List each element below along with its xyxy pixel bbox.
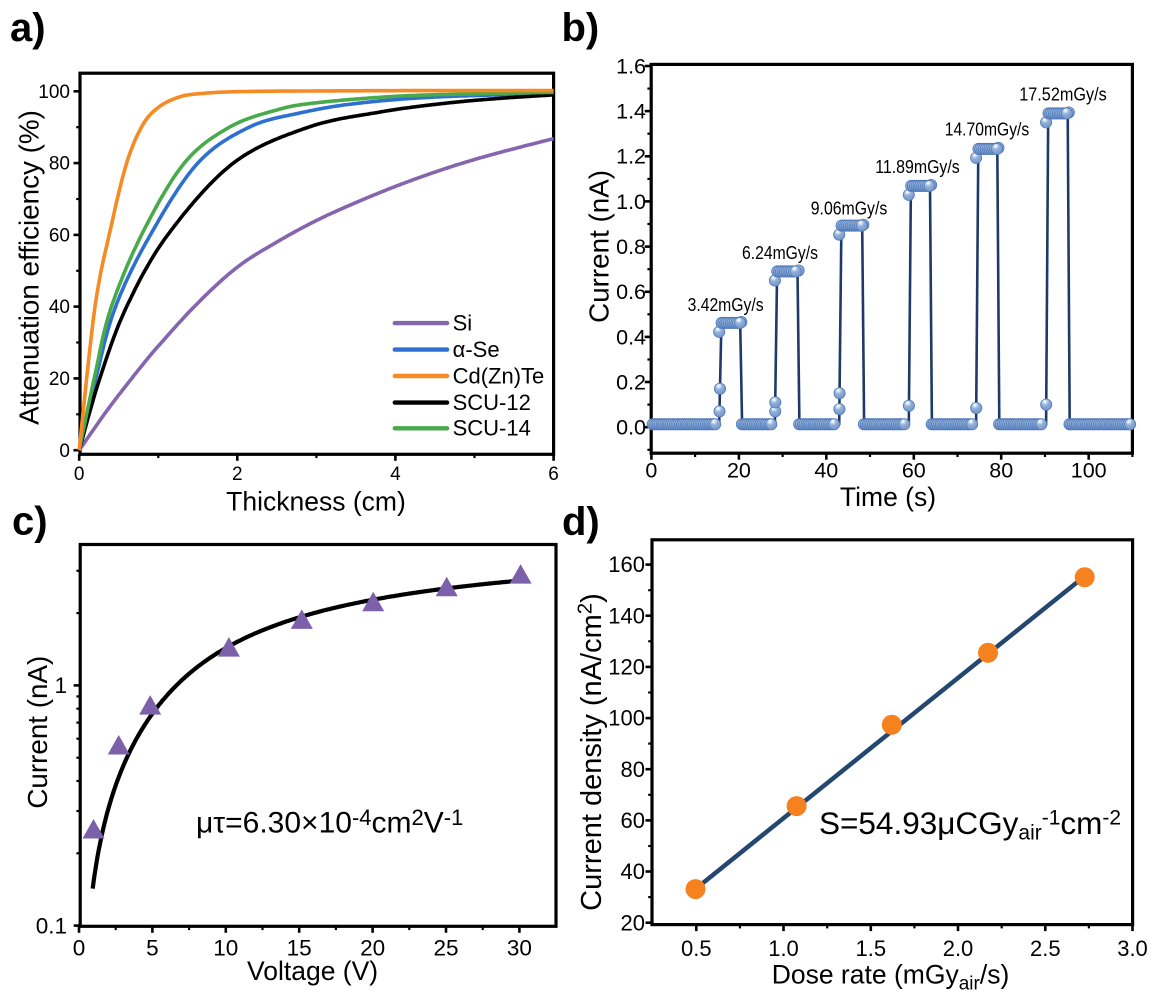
svg-text:60: 60 xyxy=(902,459,926,483)
svg-text:Current (nA): Current (nA) xyxy=(22,656,53,809)
svg-text:6: 6 xyxy=(548,464,559,485)
svg-text:80: 80 xyxy=(49,154,70,175)
svg-text:0.8: 0.8 xyxy=(616,235,646,259)
svg-text:0: 0 xyxy=(645,459,657,483)
svg-text:20: 20 xyxy=(49,369,70,390)
svg-text:Attenuation efficiency (%): Attenuation efficiency (%) xyxy=(13,110,44,425)
svg-text:40: 40 xyxy=(814,459,838,483)
svg-text:80: 80 xyxy=(621,757,645,782)
svg-text:Si: Si xyxy=(453,310,473,335)
svg-text:0: 0 xyxy=(73,936,86,961)
svg-text:0.5: 0.5 xyxy=(681,936,712,961)
svg-text:40: 40 xyxy=(49,297,70,318)
svg-text:a): a) xyxy=(10,6,46,50)
svg-text:0: 0 xyxy=(59,441,70,462)
svg-text:Cd(Zn)Te: Cd(Zn)Te xyxy=(453,363,545,388)
svg-text:μτ=6.30×10-4cm2V-1: μτ=6.30×10-4cm2V-1 xyxy=(196,805,463,840)
svg-text:b): b) xyxy=(562,6,600,50)
svg-text:160: 160 xyxy=(608,552,645,577)
svg-text:Thickness (cm): Thickness (cm) xyxy=(226,487,406,517)
svg-text:1.5: 1.5 xyxy=(856,936,887,961)
svg-text:5: 5 xyxy=(146,936,159,961)
svg-text:0.1: 0.1 xyxy=(36,913,67,938)
svg-text:Voltage (V): Voltage (V) xyxy=(247,956,378,986)
svg-text:1.0: 1.0 xyxy=(616,190,646,214)
svg-text:140: 140 xyxy=(608,603,645,628)
svg-text:α-Se: α-Se xyxy=(453,337,500,362)
svg-text:25: 25 xyxy=(433,936,458,961)
svg-text:Time (s): Time (s) xyxy=(840,482,936,512)
svg-text:6.24mGy/s: 6.24mGy/s xyxy=(742,242,818,263)
svg-text:80: 80 xyxy=(989,459,1013,483)
svg-text:3.0: 3.0 xyxy=(1117,936,1148,961)
svg-text:0.6: 0.6 xyxy=(616,280,646,304)
svg-text:1.4: 1.4 xyxy=(616,100,646,124)
svg-text:Current (nA): Current (nA) xyxy=(583,170,614,323)
svg-text:30: 30 xyxy=(507,936,532,961)
svg-text:60: 60 xyxy=(621,808,645,833)
svg-text:1.0: 1.0 xyxy=(768,936,799,961)
svg-text:2: 2 xyxy=(232,464,243,485)
svg-text:SCU-14: SCU-14 xyxy=(453,416,531,441)
svg-text:20: 20 xyxy=(360,936,385,961)
svg-text:0: 0 xyxy=(74,464,85,485)
svg-text:40: 40 xyxy=(621,859,645,884)
svg-text:10: 10 xyxy=(213,936,238,961)
svg-text:100: 100 xyxy=(38,82,70,103)
svg-text:SCU-12: SCU-12 xyxy=(453,390,531,415)
svg-text:1.6: 1.6 xyxy=(616,54,646,78)
svg-text:1: 1 xyxy=(54,673,67,698)
svg-text:100: 100 xyxy=(1071,459,1107,483)
svg-text:9.06mGy/s: 9.06mGy/s xyxy=(811,198,888,219)
svg-text:1.2: 1.2 xyxy=(616,145,646,169)
svg-text:20: 20 xyxy=(727,459,751,483)
svg-text:3.42mGy/s: 3.42mGy/s xyxy=(688,294,764,315)
svg-text:S=54.93μCGyair-1cm-2: S=54.93μCGyair-1cm-2 xyxy=(819,805,1121,845)
svg-text:0.4: 0.4 xyxy=(616,325,646,349)
svg-text:20: 20 xyxy=(621,910,645,935)
svg-text:60: 60 xyxy=(49,226,70,247)
svg-text:4: 4 xyxy=(390,464,401,485)
svg-text:14.70mGy/s: 14.70mGy/s xyxy=(945,119,1030,140)
svg-text:c): c) xyxy=(12,500,48,544)
svg-text:Current density (nA/cm2): Current density (nA/cm2) xyxy=(574,593,609,911)
svg-text:d): d) xyxy=(562,500,600,544)
svg-text:11.89mGy/s: 11.89mGy/s xyxy=(875,156,960,177)
svg-text:120: 120 xyxy=(608,655,645,680)
svg-text:15: 15 xyxy=(287,936,312,961)
svg-text:100: 100 xyxy=(608,706,645,731)
svg-text:17.52mGy/s: 17.52mGy/s xyxy=(1019,83,1107,104)
svg-text:0.0: 0.0 xyxy=(616,416,646,440)
svg-text:2.0: 2.0 xyxy=(943,936,974,961)
svg-text:2.5: 2.5 xyxy=(1030,936,1061,961)
svg-text:0.2: 0.2 xyxy=(616,370,646,394)
